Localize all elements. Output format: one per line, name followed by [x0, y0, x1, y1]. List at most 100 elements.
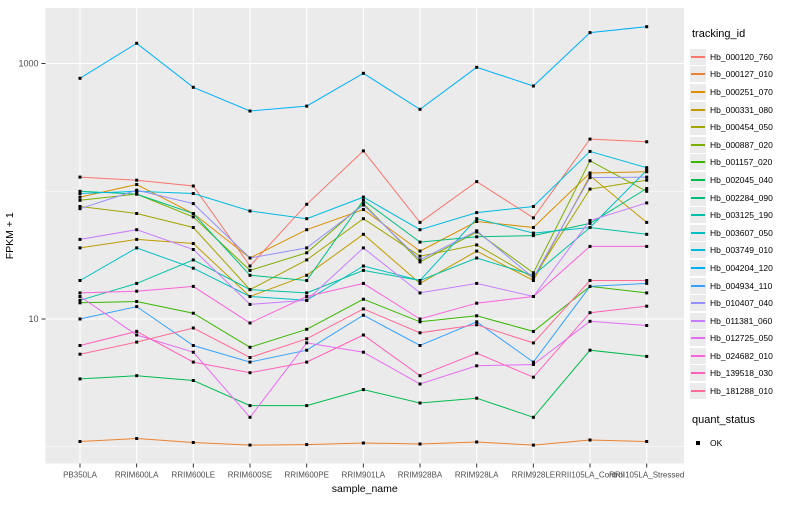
- legend-item-Hb_000887_020: Hb_000887_020: [690, 136, 800, 154]
- data-point: [135, 333, 139, 337]
- data-point: [78, 352, 82, 356]
- data-point: [191, 212, 195, 215]
- data-point: [588, 438, 592, 442]
- data-point: [135, 192, 139, 196]
- data-point: [361, 149, 365, 153]
- data-point: [418, 240, 422, 244]
- data-point: [588, 319, 592, 323]
- legend-item-label: Hb_004204_120: [710, 262, 773, 273]
- data-point: [78, 237, 82, 241]
- data-point: [248, 264, 252, 268]
- data-point: [531, 279, 535, 282]
- data-point: [248, 404, 252, 408]
- data-point: [78, 301, 82, 305]
- legend-item-Hb_139518_030: Hb_139518_030: [690, 365, 800, 383]
- data-point: [191, 441, 195, 444]
- data-point: [645, 279, 649, 282]
- data-point: [135, 281, 139, 285]
- data-point: [78, 76, 82, 80]
- data-point: [475, 217, 479, 221]
- legend-item-label: Hb_000251_070: [710, 86, 773, 97]
- data-point: [418, 249, 422, 253]
- data-point: [645, 175, 649, 179]
- data-point: [135, 340, 139, 344]
- legend-item-Hb_002045_040: Hb_002045_040: [690, 171, 800, 189]
- data-point: [361, 203, 365, 207]
- data-point: [418, 374, 422, 378]
- data-point: [361, 313, 365, 317]
- legend-item-label: Hb_011381_060: [710, 315, 773, 326]
- data-point: [361, 297, 365, 301]
- data-point: [191, 284, 195, 288]
- legend-item-Hb_002284_090: Hb_002284_090: [690, 189, 800, 207]
- legend-item-Hb_000251_070: Hb_000251_070: [690, 83, 800, 101]
- data-point: [588, 149, 592, 153]
- data-point: [645, 304, 649, 308]
- x-axis-title: sample_name: [332, 483, 398, 495]
- legend-item-label: Hb_004934_110: [710, 280, 773, 291]
- data-point: [191, 242, 195, 245]
- quant-status-item-label: OK: [710, 437, 723, 448]
- x-tick-label: RRIM600SE: [228, 471, 272, 480]
- data-point: [248, 345, 252, 349]
- legend-item-Hb_011381_060: Hb_011381_060: [690, 312, 800, 330]
- legend-key-swatch: [690, 347, 706, 364]
- data-point: [361, 350, 365, 354]
- data-point: [361, 232, 365, 236]
- data-point: [645, 168, 649, 172]
- data-point: [475, 235, 479, 239]
- x-tick-label: RRIM928BA: [398, 471, 443, 480]
- data-point: [78, 298, 82, 302]
- data-point: [191, 266, 195, 270]
- legend-item-Hb_010407_040: Hb_010407_040: [690, 294, 800, 312]
- data-point: [475, 243, 479, 247]
- legend-key-swatch: [690, 242, 706, 259]
- data-point: [645, 324, 649, 327]
- x-tick-label: RRIM928LE: [512, 471, 556, 480]
- data-point: [305, 228, 309, 232]
- x-tick-label: RRII105LA_Control: [555, 471, 625, 480]
- legend-key-swatch: [690, 136, 706, 153]
- data-point: [78, 207, 82, 211]
- data-point: [531, 341, 535, 345]
- data-point: [191, 248, 195, 251]
- data-point: [135, 41, 139, 45]
- data-point: [361, 246, 365, 250]
- data-point: [191, 344, 195, 347]
- data-point: [78, 192, 82, 195]
- data-point: [135, 300, 139, 303]
- data-point: [418, 317, 422, 321]
- legend-item-label: Hb_000887_020: [710, 139, 773, 150]
- data-point: [78, 295, 82, 298]
- data-point: [418, 107, 422, 111]
- legend-item-label: Hb_003607_050: [710, 227, 773, 238]
- data-point: [78, 291, 82, 295]
- data-point: [191, 215, 195, 219]
- data-point: [78, 344, 82, 347]
- data-point: [588, 219, 592, 222]
- legend-item-label: Hb_000127_010: [710, 69, 773, 80]
- data-point: [361, 333, 365, 337]
- data-point: [588, 31, 592, 35]
- legend-item-label: Hb_003125_190: [710, 210, 773, 221]
- legend-key-swatch: [690, 207, 706, 224]
- data-point: [305, 217, 309, 221]
- data-point: [475, 440, 479, 444]
- data-point: [418, 258, 422, 262]
- data-point: [305, 337, 309, 341]
- data-point: [191, 226, 195, 229]
- legend-key-swatch: [690, 383, 706, 400]
- legend-key-swatch: [690, 224, 706, 241]
- legend-key-swatch: [690, 259, 706, 276]
- legend-item-label: Hb_000120_760: [710, 51, 773, 62]
- data-point: [418, 382, 422, 386]
- data-point: [645, 232, 649, 236]
- legend-key-swatch: [690, 171, 706, 188]
- data-point: [248, 321, 252, 325]
- data-point: [135, 289, 139, 293]
- data-point: [475, 220, 479, 223]
- legend-item-label: Hb_139518_030: [710, 368, 773, 379]
- x-tick-label: RRIM600PE: [284, 471, 328, 480]
- data-point: [135, 305, 139, 309]
- data-point: [361, 198, 365, 202]
